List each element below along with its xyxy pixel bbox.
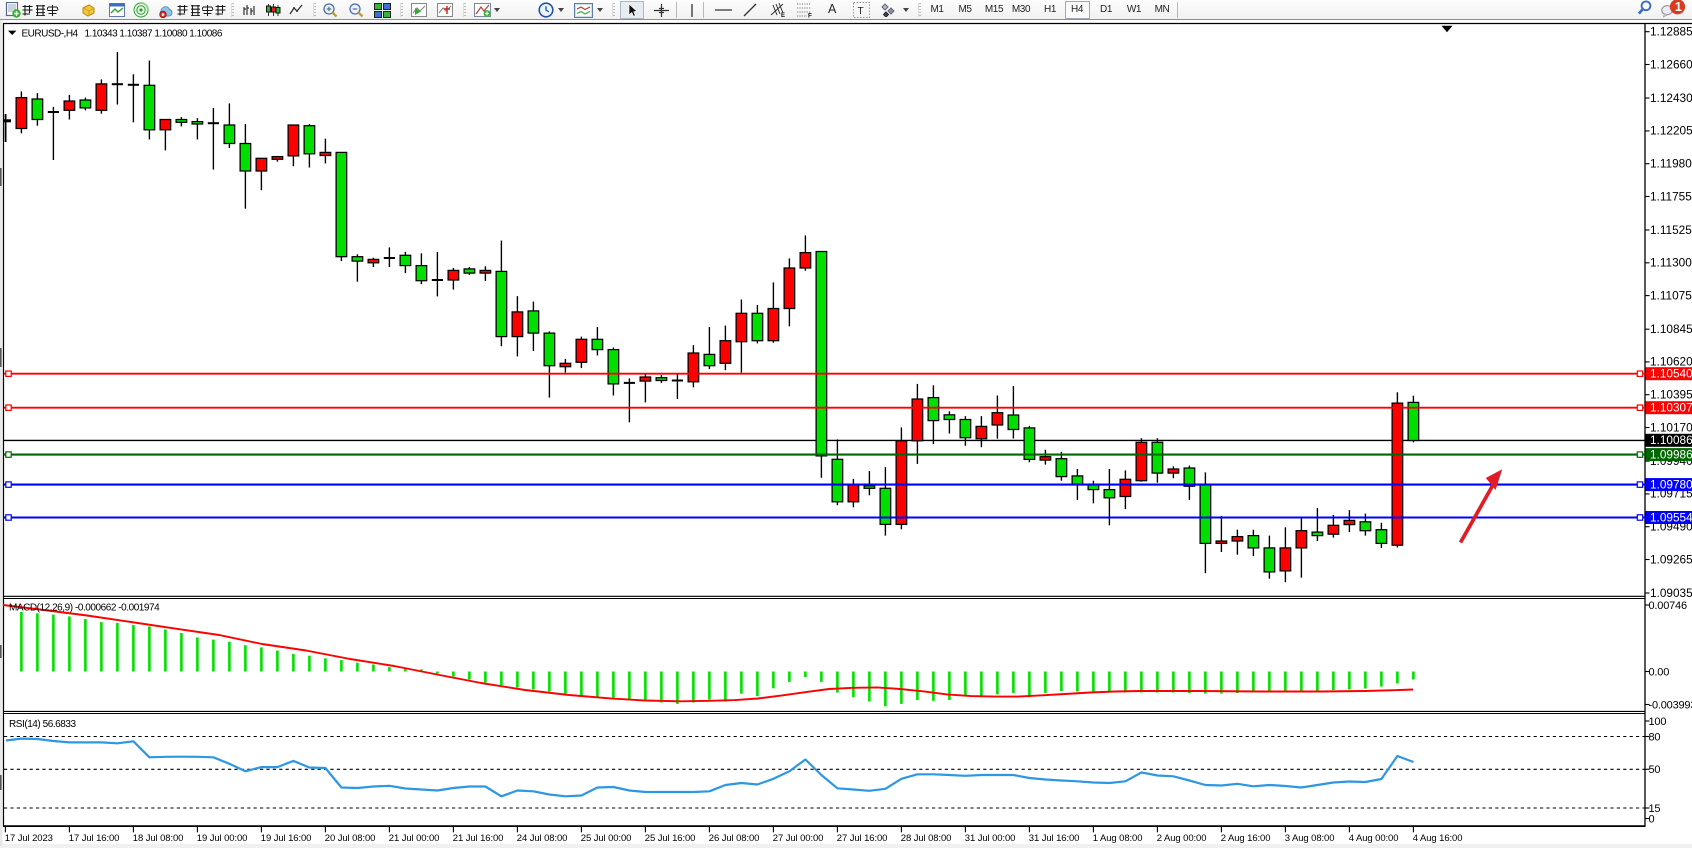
svg-text:20 Jul 08:00: 20 Jul 08:00 <box>325 833 376 844</box>
svg-text:T: T <box>858 6 864 17</box>
svg-text:1.10170: 1.10170 <box>1650 420 1692 434</box>
svg-text:25 Jul 00:00: 25 Jul 00:00 <box>581 833 632 844</box>
svg-text:0: 0 <box>1649 813 1655 825</box>
svg-text:1.10307: 1.10307 <box>1650 401 1692 415</box>
svg-text:1.10620: 1.10620 <box>1650 355 1692 369</box>
svg-text:RSI(14) 56.6833: RSI(14) 56.6833 <box>9 719 77 730</box>
svg-text:E: E <box>781 13 785 18</box>
svg-text:1 Aug 08:00: 1 Aug 08:00 <box>1093 833 1143 844</box>
svg-text:4 Aug 16:00: 4 Aug 16:00 <box>1413 833 1463 844</box>
svg-text:1.10343 1.10387 1.10080 1.1008: 1.10343 1.10387 1.10080 1.10086 <box>85 28 223 39</box>
svg-text:18 Jul 08:00: 18 Jul 08:00 <box>133 833 184 844</box>
svg-text:1.12430: 1.12430 <box>1650 91 1692 105</box>
svg-text:21 Jul 00:00: 21 Jul 00:00 <box>389 833 440 844</box>
svg-text:0.00746: 0.00746 <box>1649 600 1687 612</box>
svg-text:1.11980: 1.11980 <box>1650 157 1692 171</box>
svg-text:1.10540: 1.10540 <box>1650 367 1692 381</box>
svg-text:1.11300: 1.11300 <box>1650 256 1692 270</box>
svg-text:-0.003993: -0.003993 <box>1649 699 1692 711</box>
svg-text:31 Jul 00:00: 31 Jul 00:00 <box>965 833 1016 844</box>
svg-text:3 Aug 08:00: 3 Aug 08:00 <box>1285 833 1335 844</box>
svg-text:1.09780: 1.09780 <box>1650 478 1692 492</box>
svg-text:1.09554: 1.09554 <box>1650 510 1692 524</box>
svg-text:17 Jul 2023: 17 Jul 2023 <box>5 833 53 844</box>
svg-text:4 Aug 00:00: 4 Aug 00:00 <box>1349 833 1399 844</box>
svg-text:80: 80 <box>1649 731 1661 743</box>
svg-text:17 Jul 16:00: 17 Jul 16:00 <box>69 833 120 844</box>
svg-text:1: 1 <box>1675 0 1682 14</box>
svg-text:1.10845: 1.10845 <box>1650 322 1692 336</box>
svg-text:19 Jul 16:00: 19 Jul 16:00 <box>261 833 312 844</box>
svg-text:1.12885: 1.12885 <box>1650 25 1692 39</box>
svg-text:1.09986: 1.09986 <box>1650 448 1692 462</box>
svg-text:1.11075: 1.11075 <box>1650 288 1692 302</box>
svg-text:1.12660: 1.12660 <box>1650 57 1692 71</box>
svg-text:1.09265: 1.09265 <box>1650 552 1692 566</box>
svg-text:1.09035: 1.09035 <box>1650 586 1692 600</box>
svg-text:EURUSD-,H4: EURUSD-,H4 <box>22 28 79 39</box>
svg-text:1.10086: 1.10086 <box>1650 433 1692 447</box>
svg-text:100: 100 <box>1649 716 1667 728</box>
svg-text:24 Jul 08:00: 24 Jul 08:00 <box>517 833 568 844</box>
svg-text:27 Jul 16:00: 27 Jul 16:00 <box>837 833 888 844</box>
svg-text:26 Jul 08:00: 26 Jul 08:00 <box>709 833 760 844</box>
svg-text:28 Jul 08:00: 28 Jul 08:00 <box>901 833 952 844</box>
svg-text:2 Aug 16:00: 2 Aug 16:00 <box>1221 833 1271 844</box>
svg-text:50: 50 <box>1649 764 1661 776</box>
svg-text:15: 15 <box>1649 803 1661 815</box>
svg-text:21 Jul 16:00: 21 Jul 16:00 <box>453 833 504 844</box>
svg-text:25 Jul 16:00: 25 Jul 16:00 <box>645 833 696 844</box>
svg-text:0.00: 0.00 <box>1649 666 1670 678</box>
svg-text:MACD(12,26,9) -0.000662 -0.001: MACD(12,26,9) -0.000662 -0.001974 <box>9 603 160 614</box>
svg-text:1.11525: 1.11525 <box>1650 223 1692 237</box>
svg-text:1.12205: 1.12205 <box>1650 124 1692 138</box>
svg-text:27 Jul 00:00: 27 Jul 00:00 <box>773 833 824 844</box>
svg-text:1.11755: 1.11755 <box>1650 189 1692 203</box>
svg-text:F: F <box>808 13 812 19</box>
svg-text:1.10395: 1.10395 <box>1650 388 1692 402</box>
svg-text:31 Jul 16:00: 31 Jul 16:00 <box>1029 833 1080 844</box>
svg-text:19 Jul 00:00: 19 Jul 00:00 <box>197 833 248 844</box>
svg-text:2 Aug 00:00: 2 Aug 00:00 <box>1157 833 1207 844</box>
